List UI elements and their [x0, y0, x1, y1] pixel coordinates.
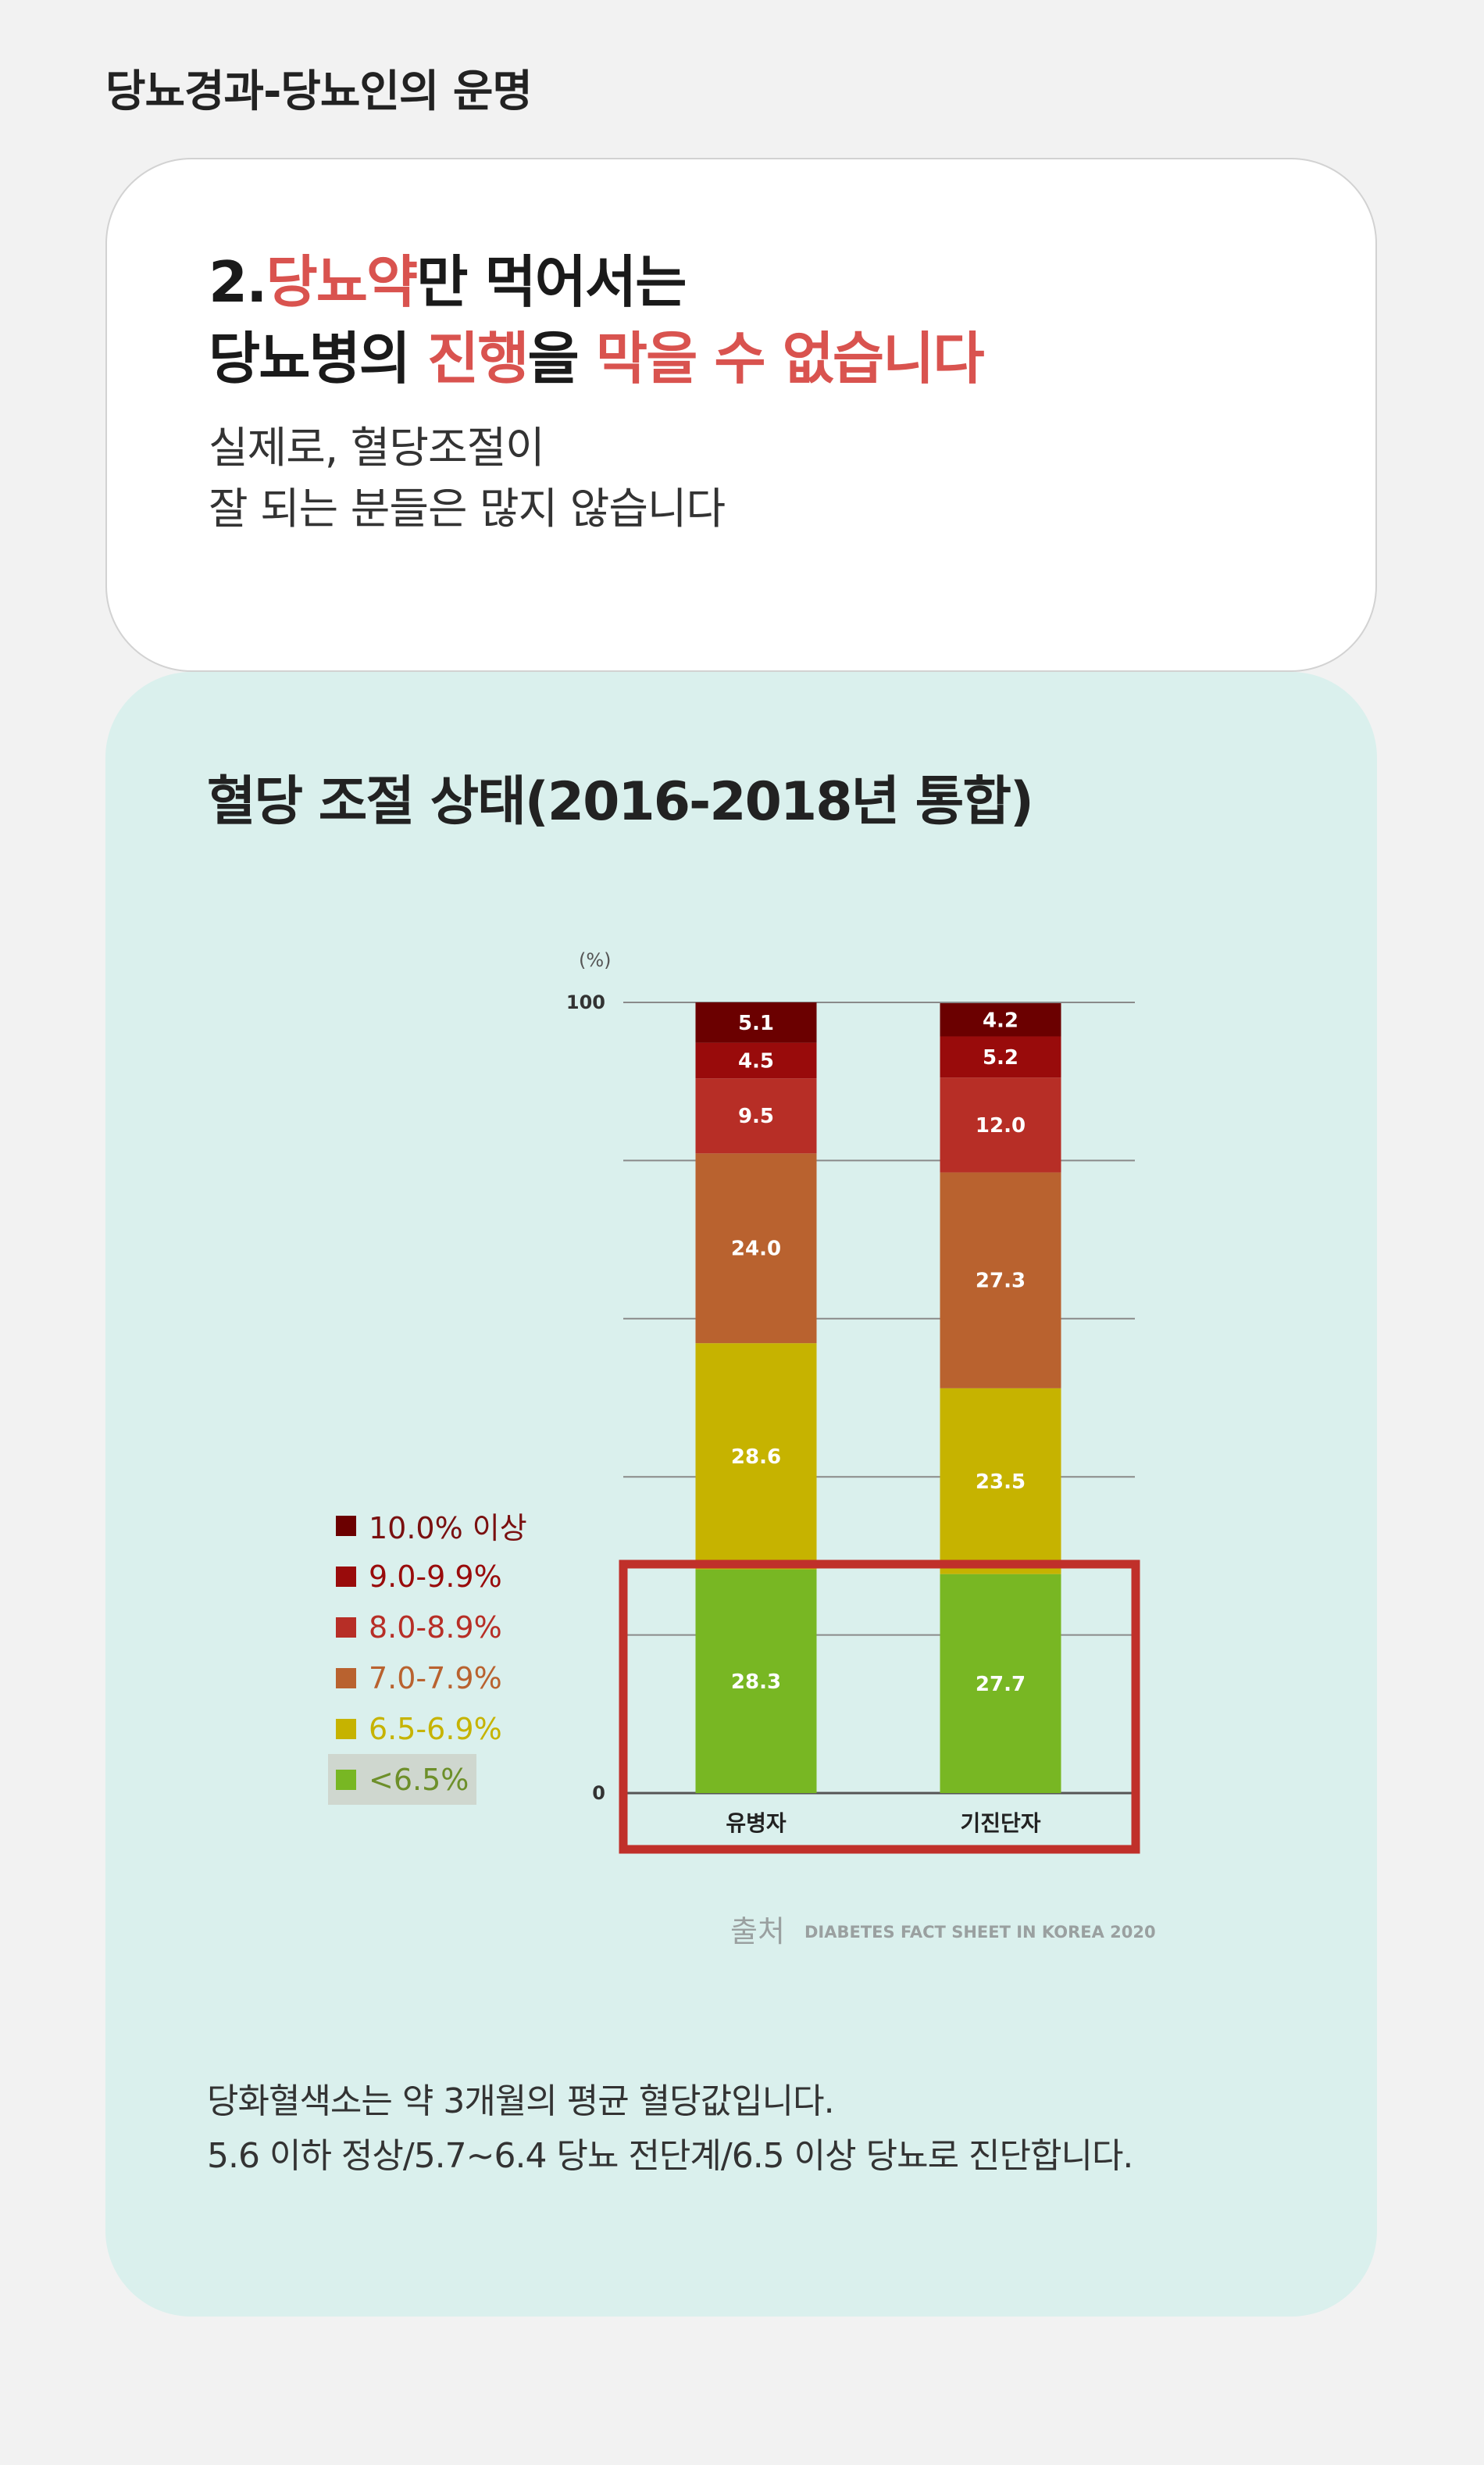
headline-highlight-cannot: 막을 수 없습니다 — [595, 326, 985, 391]
chart-footnote: 당화혈색소는 약 3개월의 평균 혈당값입니다. 5.6 이하 정상/5.7~6… — [207, 2074, 1133, 2184]
bar-segment — [940, 1003, 1061, 1037]
legend-item: 9.0-9.9% — [328, 1551, 527, 1602]
bar-value-label: 23.5 — [976, 1470, 1026, 1494]
legend-label: 10.0% 이상 — [369, 1511, 527, 1545]
legend-label: <6.5% — [369, 1762, 469, 1797]
bar-segment — [940, 1388, 1061, 1574]
bar-segment — [940, 1077, 1061, 1173]
legend-label: 7.0-7.9% — [369, 1660, 502, 1695]
x-category-label: 유병자 — [726, 1810, 787, 1836]
source-label: 출처 — [730, 1914, 785, 1949]
intro-sub-line-1: 실제로, 혈당조절이 — [209, 423, 545, 473]
legend-swatch — [336, 1667, 356, 1688]
intro-sub-line-2: 잘 되는 분들은 많지 않습니다 — [209, 484, 726, 534]
bar-value-label: 4.5 — [738, 1049, 774, 1073]
bar-value-label: 5.2 — [983, 1046, 1018, 1070]
headline-text: 당뇨병의 — [209, 326, 428, 391]
bar-segment — [695, 1153, 817, 1344]
legend-swatch — [336, 1769, 356, 1790]
headline-highlight-drug: 당뇨약 — [266, 249, 418, 315]
bar-value-label: 28.3 — [731, 1670, 781, 1694]
headline-text: 을 — [527, 326, 596, 391]
bar-value-label: 5.1 — [738, 1012, 774, 1035]
headline-highlight-progress: 진행 — [427, 326, 529, 391]
chart-card: 혈당 조절 상태(2016-2018년 통합) 10.0% 이상 9.0-9.9%… — [105, 672, 1377, 2317]
legend-swatch — [336, 1718, 356, 1739]
headline-text: 만 먹어서는 — [416, 249, 687, 315]
legend-item: <6.5% — [328, 1754, 476, 1805]
highlight-box — [619, 1559, 1140, 1854]
intro-card: 2.당뇨약만 먹어서는 당뇨병의 진행을 막을 수 없습니다 실제로, 혈당조절… — [105, 158, 1377, 672]
bar-segment — [940, 1172, 1061, 1388]
legend-label: 6.5-6.9% — [369, 1711, 502, 1746]
legend-item: 10.0% 이상 — [328, 1500, 527, 1551]
x-category-label: 기진단자 — [960, 1810, 1040, 1836]
footnote-line-2: 5.6 이하 정상/5.7~6.4 당뇨 전단계/6.5 이상 당뇨로 진단합니… — [207, 2136, 1133, 2176]
intro-subtext: 실제로, 혈당조절이 잘 되는 분들은 많지 않습니다 — [209, 417, 726, 539]
y-unit-label: (%) — [579, 949, 612, 971]
bar-segment — [695, 1569, 817, 1793]
bar-value-label: 28.6 — [731, 1445, 781, 1469]
headline-line-2: 당뇨병의 진행을 막을 수 없습니다 — [209, 320, 985, 397]
bar-value-label: 27.3 — [976, 1270, 1026, 1293]
bar-value-label: 12.0 — [976, 1114, 1026, 1138]
source-text: DIABETES FACT SHEET IN KOREA 2020 — [804, 1923, 1156, 1942]
chart-legend: 10.0% 이상 9.0-9.9% 8.0-8.9% 7.0-7.9% 6.5-6.9%… — [328, 1500, 527, 1805]
bar-segment — [695, 1343, 817, 1570]
bar-segment — [695, 1042, 817, 1079]
legend-item: 8.0-8.9% — [328, 1602, 527, 1652]
intro-headline: 2.당뇨약만 먹어서는 당뇨병의 진행을 막을 수 없습니다 — [209, 244, 985, 397]
legend-swatch — [336, 1617, 356, 1638]
legend-item: 6.5-6.9% — [328, 1703, 527, 1754]
bar-value-label: 4.2 — [983, 1009, 1018, 1032]
bar-segment — [940, 1036, 1061, 1078]
legend-label: 9.0-9.9% — [369, 1559, 502, 1594]
bar-value-label: 9.5 — [738, 1105, 774, 1128]
y-tick-label: 0 — [592, 1782, 605, 1804]
stacked-bar-chart: (%) 100 0 28.3 28.6 24.0 9.5 4.5 5.1 유병자 27.7 23.5 2… — [566, 949, 1156, 1949]
legend-swatch — [336, 1515, 356, 1536]
legend-label: 8.0-8.9% — [369, 1609, 502, 1645]
bar-value-label: 27.7 — [976, 1673, 1026, 1696]
page-title: 당뇨경과-당뇨인의 운명 — [105, 66, 533, 117]
headline-line-1: 2.당뇨약만 먹어서는 — [209, 244, 983, 320]
chart-title: 혈당 조절 상태(2016-2018년 통합) — [207, 771, 1034, 833]
footnote-line-1: 당화혈색소는 약 3개월의 평균 혈당값입니다. — [207, 2081, 835, 2121]
legend-swatch — [336, 1566, 356, 1587]
y-tick-label: 100 — [566, 991, 605, 1013]
bar-segment — [940, 1574, 1061, 1793]
bar-value-label: 24.0 — [731, 1238, 781, 1261]
legend-item: 7.0-7.9% — [328, 1652, 527, 1703]
headline-number: 2. — [209, 249, 267, 315]
bar-segment — [695, 1002, 817, 1043]
bar-segment — [695, 1078, 817, 1154]
